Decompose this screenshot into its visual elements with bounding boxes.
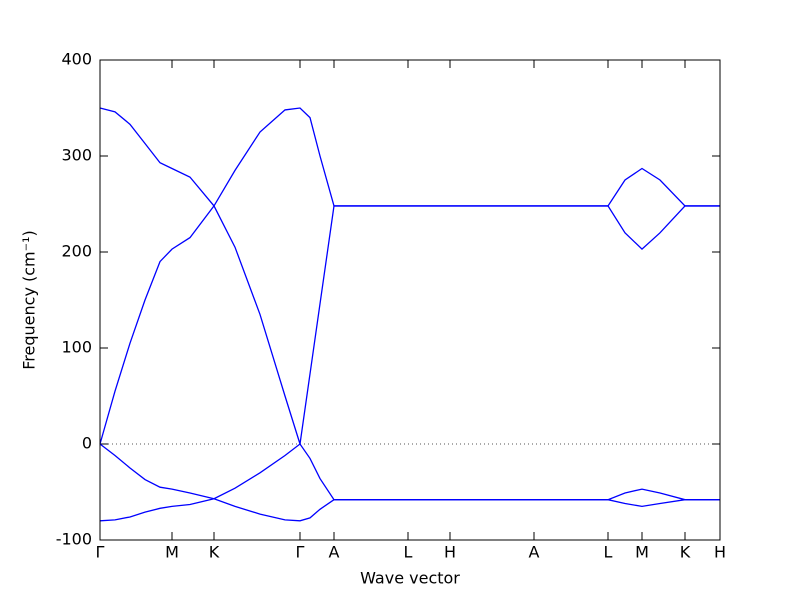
x-tick-label: L — [604, 543, 613, 562]
band-line — [99, 443, 720, 522]
y-tick-label: 200 — [61, 242, 92, 261]
x-axis-label: Wave vector — [360, 569, 460, 588]
x-tick-label: K — [209, 543, 220, 562]
y-tick-label: 100 — [61, 338, 92, 357]
x-tick-label: M — [635, 543, 649, 562]
plot-frame — [99, 59, 721, 541]
band-line — [99, 107, 720, 445]
x-tick-label: A — [529, 543, 540, 562]
y-tick-label: 0 — [82, 434, 92, 453]
x-tick-label: A — [329, 543, 340, 562]
x-tick-label: H — [444, 543, 456, 562]
x-tick-label: M — [165, 543, 179, 562]
y-tick-label: 400 — [61, 50, 92, 69]
band-line — [99, 443, 720, 522]
x-tick-label: Γ — [296, 543, 305, 562]
y-tick-label: 300 — [61, 146, 92, 165]
x-tick-label: H — [714, 543, 726, 562]
x-tick-label: Γ — [96, 543, 105, 562]
band-line — [99, 107, 720, 445]
y-tick-label: -100 — [56, 530, 92, 549]
y-axis-label: Frequency (cm⁻¹) — [20, 230, 39, 369]
x-tick-label: K — [680, 543, 691, 562]
x-tick-label: L — [404, 543, 413, 562]
